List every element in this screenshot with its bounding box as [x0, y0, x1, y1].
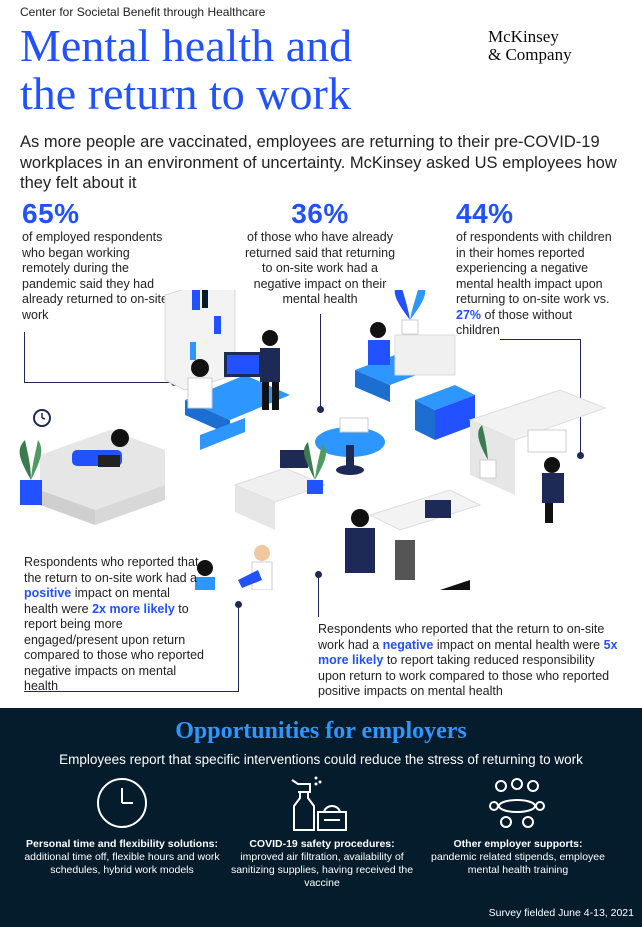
- desk-sad-person-icon: [468, 389, 607, 523]
- connector-dot: [577, 452, 584, 459]
- callout-text: to report taking reduced responsibility …: [318, 653, 610, 698]
- woman-chair-icon: [355, 322, 456, 402]
- stat-text: of employed respondents who began workin…: [22, 230, 168, 322]
- stat-children: 44% of respondents with children in thei…: [456, 198, 616, 339]
- opportunity-heading: Other employer supports:: [453, 838, 583, 850]
- opportunity-heading: COVID-19 safety procedures:: [249, 838, 395, 850]
- intro-text: As more people are vaccinated, employees…: [20, 133, 617, 192]
- opportunities-section: Opportunities for employers Employees re…: [0, 708, 642, 927]
- opportunity-item: COVID-19 safety procedures: improved air…: [222, 838, 422, 890]
- two-people-icon: [195, 545, 273, 590]
- callout-emphasis: negative: [382, 637, 434, 652]
- stat-value: 36%: [291, 198, 349, 229]
- connector-dot: [315, 571, 322, 578]
- callout-text: impact on mental health were: [436, 637, 601, 652]
- stat-value: 65%: [22, 198, 80, 229]
- connector-line: [24, 691, 239, 692]
- sofa-person-icon: [40, 429, 165, 525]
- stressed-person-icon: [345, 489, 482, 590]
- kicker: Center for Societal Benefit through Heal…: [20, 5, 266, 19]
- round-table-icon: [315, 417, 385, 475]
- stat-remote-returned: 65% of employed respondents who began wo…: [22, 198, 172, 323]
- people-meeting-icon: [489, 778, 545, 828]
- stat-text: of those who have already returned said …: [244, 230, 396, 306]
- plant-icon: [19, 440, 42, 505]
- mckinsey-logo: McKinsey & Company: [488, 28, 572, 64]
- opportunity-item: Personal time and flexibility solutions:…: [22, 838, 222, 877]
- stat-negative-impact: 36% of those who have already returned s…: [240, 198, 400, 308]
- plant-icon: [394, 290, 426, 335]
- callout-text: to report being more engaged/present upo…: [24, 601, 204, 694]
- opportunity-text: pandemic related stipends, employee ment…: [431, 851, 605, 876]
- stat-value: 44%: [456, 198, 514, 229]
- opportunities-title: Opportunities for employers: [175, 718, 467, 744]
- callout-positive: Respondents who reported that the return…: [24, 555, 204, 695]
- wall-clock-icon: [33, 409, 51, 427]
- callout-emphasis: positive: [24, 586, 72, 600]
- stat-text-after: of those without children: [456, 307, 573, 338]
- opportunity-item: Other employer supports: pandemic relate…: [418, 838, 618, 877]
- callout-text: Respondents who reported that the return…: [24, 555, 199, 585]
- spray-bottle-icon: [291, 776, 347, 831]
- callout-text: Respondents who reported that the return…: [318, 622, 605, 652]
- callout-text: impact on mental health were: [24, 586, 170, 616]
- ottoman-icon: [415, 385, 475, 440]
- connector-line: [24, 382, 174, 383]
- standing-woman-icon: [260, 330, 280, 410]
- office-illustration: [19, 290, 607, 590]
- title-line-1: Mental health and: [20, 20, 353, 71]
- connector-dot: [235, 601, 242, 608]
- connector-dot: [317, 406, 324, 413]
- page-title: Mental health and the return to work: [20, 22, 460, 118]
- connector-line: [500, 339, 580, 340]
- plant-icon: [478, 425, 497, 479]
- callout-emphasis: 2x more likely: [92, 601, 175, 616]
- connector-line: [24, 332, 25, 382]
- callout-emphasis: 5x more likely: [318, 637, 618, 668]
- stat-text: of respondents with children in their ho…: [456, 230, 616, 339]
- stat-highlight: 27%: [456, 307, 482, 322]
- survey-footnote: Survey fielded June 4-13, 2021: [488, 907, 634, 919]
- connector-line: [320, 314, 321, 410]
- opportunity-text: additional time off, flexible hours and …: [24, 851, 220, 876]
- logo-line-1: McKinsey: [488, 27, 559, 46]
- connector-line: [580, 339, 581, 455]
- clock-icon: [97, 778, 147, 828]
- connector-line: [238, 605, 239, 691]
- opportunity-text: improved air filtration, availability of…: [230, 851, 414, 889]
- callout-negative: Respondents who reported that the return…: [318, 622, 623, 700]
- shelf-plant-icon: [233, 442, 327, 530]
- logo-line-2: & Company: [488, 45, 572, 64]
- stat-text-before: of respondents with children in their ho…: [456, 230, 612, 306]
- opportunity-heading: Personal time and flexibility solutions:: [26, 838, 218, 850]
- title-line-2: the return to work: [20, 68, 351, 119]
- opportunities-subtitle: Employees report that specific intervent…: [59, 752, 583, 767]
- connector-line: [318, 575, 319, 617]
